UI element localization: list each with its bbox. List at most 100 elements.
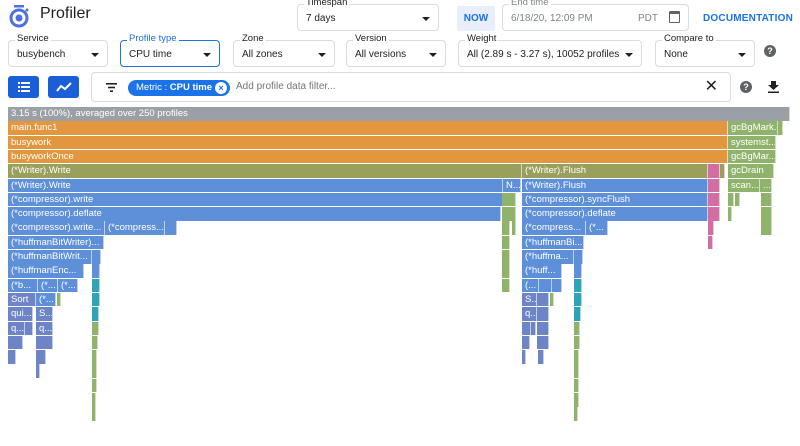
flame-frame[interactable]: [574, 378, 579, 393]
flame-frame[interactable]: (*Writer).Write: [8, 164, 522, 178]
flame-frame[interactable]: q...: [36, 321, 53, 335]
flame-frame[interactable]: [720, 164, 725, 178]
flame-frame[interactable]: (*huffmanBi...: [522, 235, 584, 250]
clear-filter-icon[interactable]: ✕: [704, 78, 718, 95]
help-icon[interactable]: ?: [740, 81, 752, 93]
flame-frame[interactable]: [574, 307, 581, 321]
flame-frame[interactable]: [574, 321, 580, 335]
flame-frame[interactable]: busywork: [8, 135, 728, 150]
flame-frame[interactable]: [552, 278, 562, 293]
flame-frame[interactable]: [92, 321, 99, 335]
flame-frame[interactable]: gcDrain: [728, 164, 774, 178]
flame-frame[interactable]: (*compressor).deflate: [8, 207, 501, 221]
flame-frame[interactable]: [708, 178, 720, 192]
flame-frame[interactable]: (*compressor).write...: [8, 221, 105, 235]
flame-frame[interactable]: (*...: [586, 221, 608, 235]
flame-frame[interactable]: [8, 350, 16, 364]
flame-frame[interactable]: [92, 335, 98, 350]
documentation-link[interactable]: DOCUMENTATION: [703, 13, 793, 24]
calendar-icon[interactable]: [669, 11, 680, 23]
flame-frame[interactable]: [92, 364, 97, 378]
flame-frame[interactable]: N...: [503, 178, 521, 192]
weight-select[interactable]: Weight All (2.89 s - 3.27 s), 10052 prof…: [458, 33, 642, 67]
flame-frame[interactable]: [537, 307, 549, 321]
flame-frame[interactable]: [92, 264, 100, 278]
flame-frame[interactable]: [25, 321, 33, 335]
end-time-field[interactable]: End time 6/18/20, 12:09 PM PDT: [502, 0, 689, 31]
flame-frame[interactable]: [92, 278, 100, 293]
flame-frame[interactable]: [761, 192, 772, 207]
flame-frame[interactable]: [574, 335, 580, 350]
flame-frame[interactable]: (*huffma...: [522, 250, 574, 264]
flame-frame[interactable]: [735, 192, 740, 207]
flame-frame[interactable]: (*b...: [8, 278, 38, 293]
compare-to-select[interactable]: Compare to None: [655, 33, 755, 67]
flame-frame[interactable]: (*compress...: [522, 221, 586, 235]
flame-frame[interactable]: Sort: [8, 292, 36, 307]
flame-frame[interactable]: [502, 207, 516, 221]
list-view-button[interactable]: [8, 76, 39, 98]
flame-frame[interactable]: (*...: [36, 292, 56, 307]
flame-frame[interactable]: (*Writer).Flush: [522, 164, 708, 178]
flame-frame[interactable]: [728, 207, 732, 221]
now-button[interactable]: NOW: [457, 6, 495, 31]
flame-root-summary[interactable]: 3.15 s (100%), averaged over 250 profile…: [8, 107, 790, 121]
flame-frame[interactable]: [92, 407, 96, 421]
flame-frame[interactable]: gcBgMar...: [728, 149, 776, 164]
flame-frame[interactable]: (*huffmanBitWrit...: [8, 250, 92, 264]
flame-frame[interactable]: [574, 264, 582, 278]
flame-frame[interactable]: [92, 350, 97, 364]
flame-frame[interactable]: [36, 350, 46, 364]
flame-frame[interactable]: (*huff...: [522, 264, 562, 278]
flame-frame[interactable]: [574, 407, 578, 421]
flame-frame[interactable]: [728, 192, 734, 207]
flame-frame[interactable]: [761, 221, 772, 235]
flame-frame[interactable]: [502, 192, 516, 207]
flame-frame[interactable]: [92, 378, 97, 393]
flame-frame[interactable]: scan...: [728, 178, 760, 192]
flame-frame[interactable]: [92, 393, 96, 407]
flame-frame[interactable]: (*compressor).write: [8, 192, 503, 207]
profile-type-select[interactable]: Profile type CPU time: [120, 33, 220, 67]
flame-frame[interactable]: [531, 321, 536, 335]
flame-frame[interactable]: [574, 250, 583, 264]
flame-frame[interactable]: q...: [522, 307, 537, 321]
flame-frame[interactable]: [574, 393, 579, 407]
flame-frame[interactable]: [550, 292, 554, 307]
flame-frame[interactable]: [502, 235, 510, 250]
flame-frame[interactable]: [165, 221, 177, 235]
flame-frame[interactable]: systemst...: [728, 135, 776, 150]
flame-frame[interactable]: [92, 307, 99, 321]
flame-frame[interactable]: [522, 321, 531, 335]
flame-frame[interactable]: [92, 250, 101, 264]
flame-frame[interactable]: S...: [522, 292, 537, 307]
flame-frame[interactable]: main.func1: [8, 121, 728, 135]
flame-frame[interactable]: [522, 350, 526, 364]
flame-frame[interactable]: [57, 292, 61, 307]
flame-frame[interactable]: [512, 221, 516, 235]
service-select[interactable]: Service busybench: [8, 33, 108, 67]
flame-frame[interactable]: [574, 364, 579, 378]
chip-remove-icon[interactable]: ×: [215, 82, 228, 94]
flame-frame[interactable]: (*...: [38, 278, 58, 293]
flame-frame[interactable]: [36, 364, 40, 378]
flame-frame[interactable]: (*Writer).Write: [8, 178, 503, 192]
version-select[interactable]: Version All versions: [346, 33, 446, 67]
flame-frame[interactable]: qui...: [8, 307, 33, 321]
flame-frame[interactable]: [708, 164, 720, 178]
flame-frame[interactable]: (...: [522, 278, 539, 293]
flame-frame[interactable]: (*huffmanBitWriter)...: [8, 235, 104, 250]
zone-select[interactable]: Zone All zones: [233, 33, 335, 67]
flame-frame[interactable]: [539, 278, 552, 293]
flame-frame[interactable]: [537, 335, 549, 350]
flame-frame[interactable]: [574, 350, 579, 364]
flame-frame[interactable]: [36, 335, 53, 350]
timespan-select[interactable]: Timespan 7 days: [297, 0, 439, 31]
flame-frame[interactable]: ...: [760, 178, 772, 192]
flame-frame[interactable]: (*compressor).syncFlush: [522, 192, 708, 207]
flame-frame[interactable]: [92, 292, 100, 307]
flame-frame[interactable]: (*compress...: [105, 221, 165, 235]
flame-frame[interactable]: S...: [36, 307, 53, 321]
flame-frame[interactable]: [502, 278, 510, 293]
flame-frame[interactable]: [708, 207, 720, 221]
